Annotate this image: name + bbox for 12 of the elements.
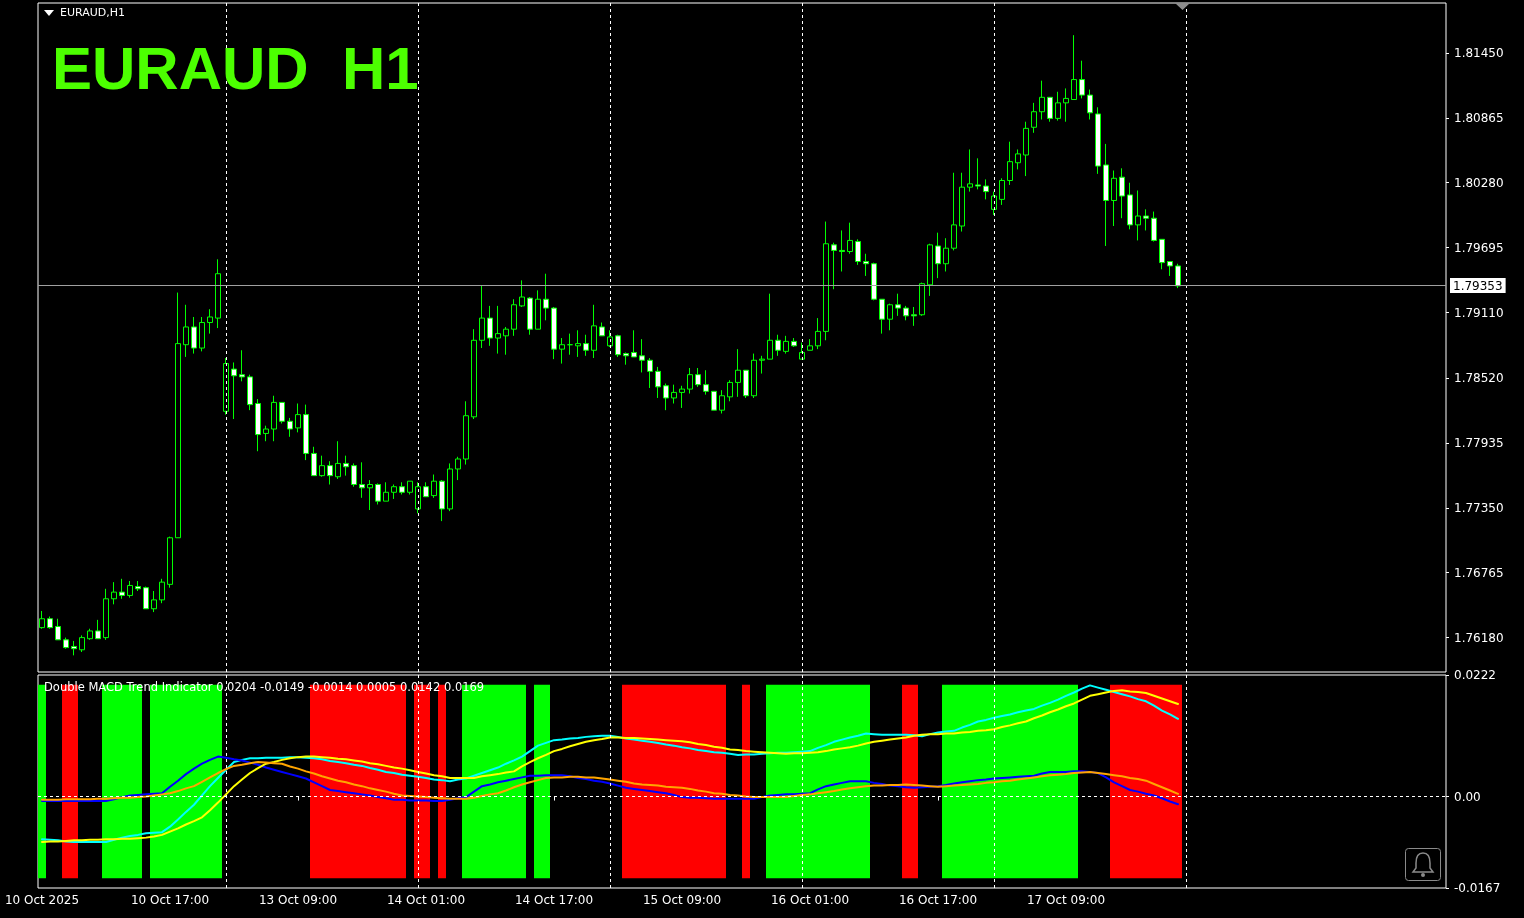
y-tick-label: 0.0222 (1454, 668, 1496, 682)
x-tick-label: 16 Oct 01:00 (770, 893, 850, 907)
x-tick-label: 13 Oct 09:00 (258, 893, 338, 907)
y-tick-label: -0.0167 (1454, 881, 1501, 895)
x-tick-label: 16 Oct 17:00 (898, 893, 978, 907)
x-tick-label: 14 Oct 01:00 (386, 893, 466, 907)
x-tick-label: 17 Oct 09:00 (1026, 893, 1106, 907)
x-tick-label: 15 Oct 09:00 (642, 893, 722, 907)
x-tick-label: 10 Oct 17:00 (130, 893, 210, 907)
x-tick-label: 14 Oct 17:00 (514, 893, 594, 907)
x-tick-label: 10 Oct 2025 (4, 893, 80, 907)
y-tick-label: 0.00 (1454, 789, 1481, 804)
